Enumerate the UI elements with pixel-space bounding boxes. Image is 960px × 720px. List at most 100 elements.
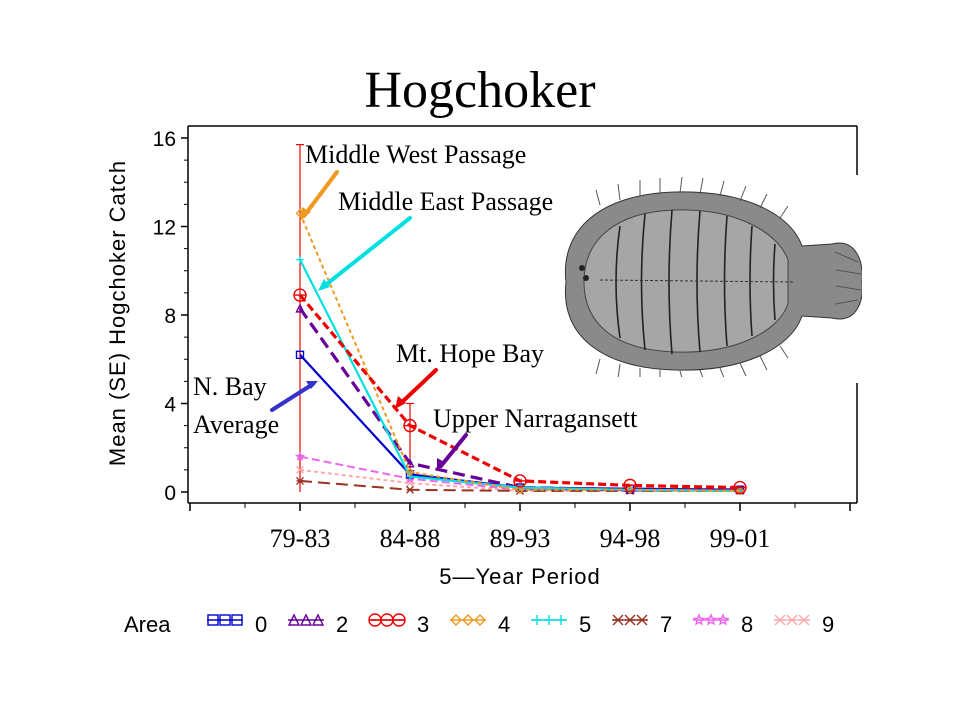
legend-marker-5 [544, 615, 554, 625]
data-point-2-shape [295, 303, 305, 313]
legend-entry-5: 5 [531, 612, 591, 637]
legend-marker-9-d2 [786, 614, 798, 626]
data-point-4 [405, 467, 415, 477]
legend-marker-4-shape [474, 614, 486, 626]
legend-entry-7: 7 [612, 612, 672, 637]
legend-marker-0 [219, 614, 231, 626]
data-point-8 [295, 451, 305, 461]
annotation-mt-hope-bay: Mt. Hope Bay [396, 339, 544, 368]
data-point-4 [735, 486, 745, 496]
data-point-3 [513, 474, 527, 488]
series-layer [293, 208, 747, 496]
arrow-upper-narragansett [439, 433, 468, 468]
data-point-8-shape [295, 451, 305, 461]
hogchoker-fish-image [564, 176, 862, 377]
legend-marker-3 [368, 613, 382, 627]
arrow-middle-west-passage [302, 170, 339, 218]
data-point-4-shape [405, 467, 415, 477]
arrowhead-mt-hope-bay [395, 396, 406, 409]
legend-entry-2: 2 [287, 612, 348, 637]
legend-marker-9-d2 [774, 614, 786, 626]
arrowhead-middle-east-passage [318, 279, 330, 291]
legend-marker-3 [380, 613, 394, 627]
legend-marker-4 [462, 614, 474, 626]
data-point-9 [296, 465, 304, 474]
annotation-n-bay-line1: N. Bay [193, 372, 267, 401]
legend-entry-0: 0 [207, 612, 267, 637]
legend-label-0: 0 [255, 612, 267, 637]
data-point-4-shape [735, 486, 745, 496]
y-tick-label: 16 [153, 128, 176, 151]
legend-marker-0-shape [207, 614, 219, 626]
legend-marker-0-shape [219, 614, 231, 626]
arrow-middle-east-passage [321, 216, 412, 289]
data-point-7-d2 [406, 485, 414, 494]
series-4 [295, 208, 745, 496]
series-line-4 [299, 212, 741, 492]
data-point-3 [403, 418, 417, 433]
annotation-middle-east-passage: Middle East Passage [338, 187, 553, 216]
legend-marker-8 [704, 613, 718, 626]
arrow-mt-hope-bay [398, 368, 438, 406]
annotations: Middle West Passage Middle East Passage … [193, 140, 638, 471]
arrowhead-middle-west-passage [300, 207, 311, 221]
legend-marker-4-shape [450, 614, 462, 626]
data-point-2 [295, 303, 305, 313]
y-tick-label: 12 [153, 217, 176, 240]
data-point-5 [296, 256, 304, 264]
data-point-9-d2 [296, 465, 304, 474]
legend-marker-7-d2 [636, 614, 648, 626]
legend-marker-8 [692, 613, 706, 626]
data-point-0 [295, 350, 305, 360]
annotation-middle-west-passage: Middle West Passage [305, 140, 526, 169]
y-tick-label: 4 [164, 394, 176, 417]
annotation-upper-narragansett: Upper Narragansett [433, 404, 638, 433]
legend-marker-7-d2 [612, 614, 624, 626]
legend-label-3: 3 [417, 612, 429, 637]
x-tick-label: 84-88 [380, 524, 441, 553]
legend-marker-2 [287, 613, 301, 626]
legend-marker-0 [231, 614, 243, 626]
legend-label-2: 2 [336, 612, 348, 637]
data-point-3 [623, 478, 637, 493]
axes: 0 4 8 12 16 79-83 84-88 89-93 94-98 99-01 [153, 128, 851, 553]
legend-label-5: 5 [579, 612, 591, 637]
legend-marker-7 [636, 614, 648, 626]
data-point-3 [293, 288, 307, 302]
legend-marker-9 [798, 614, 810, 626]
annotation-n-bay-line2: Average [193, 410, 279, 439]
y-tick-label: 8 [164, 305, 176, 328]
legend-entry-8: 8 [692, 612, 753, 637]
legend-label-4: 4 [498, 612, 510, 637]
x-tick-label: 89-93 [490, 524, 551, 553]
arrow-n-bay-average [270, 382, 315, 412]
data-point-2 [405, 458, 415, 468]
legend-marker-2 [311, 613, 325, 626]
legend-label-9: 9 [822, 612, 834, 637]
x-tick-label: 79-83 [270, 524, 331, 553]
chart-title: Hogchoker [364, 62, 595, 119]
legend-label-8: 8 [741, 612, 753, 637]
legend-marker-4 [450, 614, 462, 626]
data-point-7-d2 [296, 476, 304, 485]
legend-marker-7 [612, 614, 624, 626]
arrowhead-n-bay-average [306, 381, 318, 389]
legend-marker-4-shape [462, 614, 474, 626]
legend: Area 0 2 3 4 5 7 8 9 [124, 612, 834, 637]
legend-marker-8-shape [704, 613, 718, 626]
legend-marker-9-d2 [798, 614, 810, 626]
x-axis-label: 5—Year Period [439, 564, 600, 589]
legend-marker-3 [392, 613, 406, 627]
legend-marker-0 [207, 614, 219, 626]
data-point-4-shape [625, 485, 635, 495]
legend-title: Area [124, 612, 171, 637]
legend-marker-5 [556, 615, 566, 625]
legend-marker-8 [716, 613, 730, 626]
y-tick-label: 0 [164, 482, 176, 505]
legend-marker-9 [774, 614, 786, 626]
legend-marker-7 [624, 614, 636, 626]
x-tick-label: 94-98 [600, 524, 661, 553]
data-point-7 [296, 476, 304, 485]
legend-marker-0-shape [231, 614, 243, 626]
legend-marker-2-shape [287, 613, 301, 626]
